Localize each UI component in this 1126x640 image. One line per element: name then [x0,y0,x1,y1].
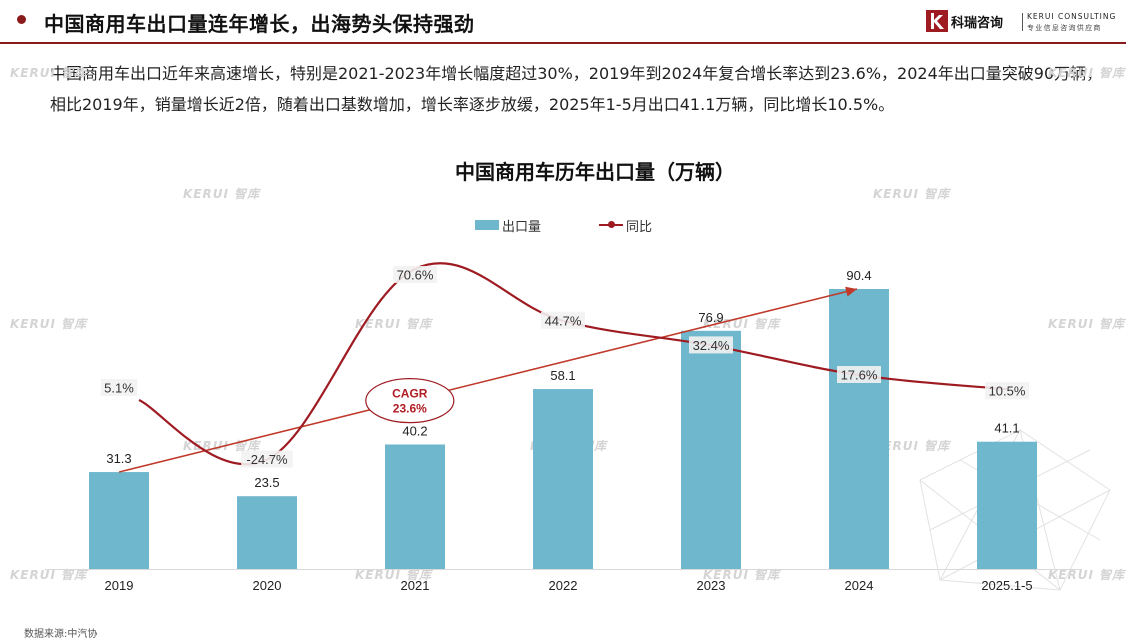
x-tick-label: 2020 [253,578,282,593]
watermark: KERUI 智库 [703,317,781,331]
brand-name-en: KERUI CONSULTING [1027,12,1117,21]
x-tick-label: 2024 [845,578,874,593]
page-title: 中国商用车出口量连年增长，出海势头保持强劲 [44,12,475,36]
yoy-label-box [541,311,585,329]
yoy-label-box [100,379,138,396]
brand-divider [1022,13,1023,31]
line-series: 5.1% -24.7% 70.6% 44.7% 32.4% 17.6% 10.5% [100,262,1029,468]
watermark: KERUI 智库 [873,187,951,201]
yoy-label-box [241,450,293,468]
watermark: KERUI 智库 [10,317,88,331]
bar-value-label: 40.2 [402,423,427,438]
yoy-value-label: 5.1% [104,381,134,396]
cagr-value: 23.6% [393,402,427,416]
bar-series: 31.3 2019 23.5 2020 40.2 2021 58.1 2022 76.9 2023… [45,268,1082,593]
yoy-value-label: 17.6% [841,368,878,383]
description-paragraph: 中国商用车出口近年来高速增长，特别是2021-2023年增长幅度超过30%，20… [50,64,1103,114]
x-tick-label: 2023 [697,578,726,593]
cagr-ellipse [365,378,455,424]
legend-label: 出口量 [502,220,542,235]
bar-value-label: 31.3 [106,451,131,466]
yoy-value-label: -24.7% [246,452,288,467]
kerui-logo-icon [926,10,948,32]
yoy-value-label: 10.5% [989,384,1026,399]
yoy-label-box [689,336,733,354]
bar [977,441,1037,569]
brand-name-cn: 科瑞咨询 [951,16,1004,31]
yoy-value-label: 70.6% [397,268,434,283]
watermark: KERUI 智库 [10,66,88,80]
title-bullet [17,15,26,24]
legend-label: 同比 [626,220,653,235]
header-divider [0,42,1126,44]
bar [385,444,445,569]
yoy-label-box [985,382,1029,400]
watermark: KERUI 智库 [873,439,951,453]
bar-value-label: 23.5 [254,475,279,490]
bar-value-label: 41.1 [994,421,1019,436]
x-tick-label: 2019 [105,578,134,593]
cagr-label: CAGR [392,387,428,401]
watermark: KERUI 智库 [1048,66,1126,80]
bar [829,289,889,569]
x-tick-label: 2025.1-5 [981,578,1032,593]
cagr-arrow-head [845,286,857,297]
bar [89,472,149,569]
watermark: KERUI 智库 [10,568,88,582]
yoy-value-label: 44.7% [545,313,582,328]
data-source: 数据来源:中汽协 [24,629,98,640]
bar [237,496,297,569]
yoy-value-label: 32.4% [693,338,730,353]
x-tick-label: 2022 [549,578,578,593]
legend-swatch-bar [475,220,499,230]
watermark: KERUI 智库 [1048,317,1126,331]
cagr-trend-line [118,288,858,473]
x-tick-label: 2021 [401,578,430,593]
brand: 科瑞咨询 KERUI CONSULTING 专业信息咨询供应商 [926,9,1122,35]
watermark: KERUI 智库 [1048,568,1126,582]
watermark: KERUI 智库 [703,568,781,582]
legend-swatch-dot [608,221,615,228]
yoy-label-box [393,266,437,283]
watermark: KERUI 智库 [183,187,261,201]
bar-value-label: 58.1 [550,368,575,383]
brand-tagline: 专业信息咨询供应商 [1027,24,1102,32]
bar [681,330,741,569]
chart-title: 中国商用车历年出口量（万辆） [455,160,735,184]
header: 中国商用车出口量连年增长，出海势头保持强劲 科瑞咨询 KERUI CONSULT… [0,0,1126,44]
bar-value-label: 90.4 [846,268,871,283]
bar [533,389,593,569]
bar-value-label: 76.9 [698,310,723,325]
watermark: KERUI 智库 [355,317,433,331]
watermark: KERUI 智库 [355,568,433,582]
yoy-label-box [837,366,881,383]
